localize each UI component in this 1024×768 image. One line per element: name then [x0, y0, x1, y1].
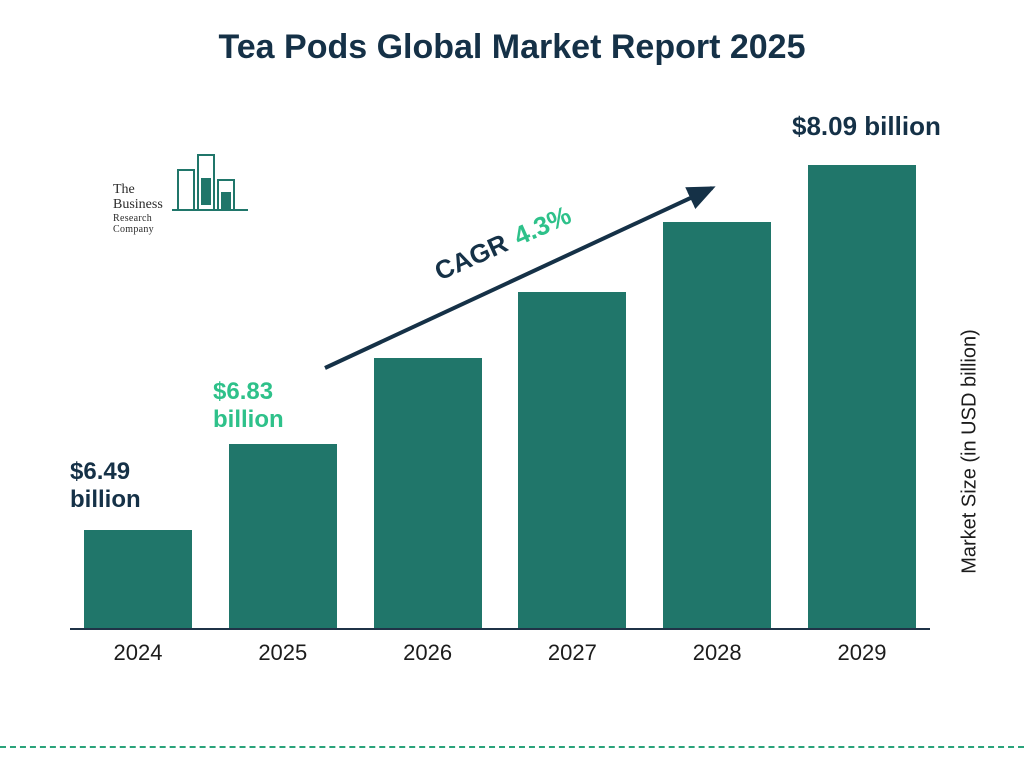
bar-2026 [374, 358, 482, 630]
bar-2029 [808, 165, 916, 630]
x-label-2027: 2027 [512, 640, 632, 666]
bars-container [70, 130, 930, 630]
x-label-2026: 2026 [368, 640, 488, 666]
bar-2028 [663, 222, 771, 630]
y-axis-label: Market Size (in USD billion) [959, 322, 982, 582]
page-root: Tea Pods Global Market Report 2025 The B… [0, 0, 1024, 768]
bar-slot-2028 [657, 222, 777, 630]
bar-slot-2026 [368, 358, 488, 630]
data-label-2025: $6.83 billion [213, 378, 284, 433]
data-label-2024-line2: billion [70, 486, 141, 514]
x-label-2025: 2025 [223, 640, 343, 666]
x-axis-line [70, 628, 930, 630]
bar-slot-2024 [78, 530, 198, 630]
bar-2025 [229, 444, 337, 630]
dashed-divider [0, 746, 1024, 748]
bar-slot-2027 [512, 292, 632, 630]
data-label-2024-line1: $6.49 [70, 458, 141, 486]
bar-slot-2029 [802, 165, 922, 630]
bar-slot-2025 [223, 444, 343, 630]
x-label-2029: 2029 [802, 640, 922, 666]
x-axis-labels: 2024 2025 2026 2027 2028 2029 [70, 640, 930, 666]
data-label-2025-line2: billion [213, 406, 284, 434]
data-label-2024: $6.49 billion [70, 458, 141, 513]
chart-area: 2024 2025 2026 2027 2028 2029 [70, 130, 930, 660]
bar-2024 [84, 530, 192, 630]
x-label-2024: 2024 [78, 640, 198, 666]
data-label-2029: $8.09 billion [792, 112, 941, 142]
bar-2027 [518, 292, 626, 630]
x-label-2028: 2028 [657, 640, 777, 666]
data-label-2029-line1: $8.09 billion [792, 112, 941, 142]
data-label-2025-line1: $6.83 [213, 378, 284, 406]
